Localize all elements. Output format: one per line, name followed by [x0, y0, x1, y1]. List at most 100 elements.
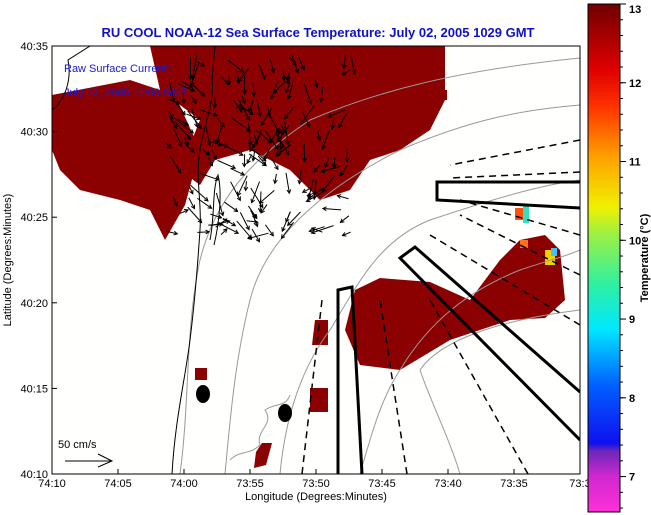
current-vector	[324, 157, 330, 169]
current-vector	[263, 147, 271, 161]
current-vector	[285, 212, 291, 223]
current-vector	[227, 146, 244, 156]
current-vector	[188, 57, 193, 81]
current-vector	[172, 196, 178, 207]
contour-line	[229, 394, 291, 461]
current-vector	[350, 55, 357, 75]
current-vector	[187, 206, 203, 224]
scale-arrow	[65, 453, 114, 468]
current-vector	[310, 225, 334, 235]
current-vector	[327, 109, 346, 118]
y-tick-label: 40:15	[20, 383, 48, 395]
current-vector	[272, 80, 286, 94]
current-vector	[319, 87, 324, 103]
current-vector	[239, 212, 250, 231]
bathymetry-contours	[179, 57, 580, 474]
colorbar-tick-label: 9	[629, 314, 635, 326]
colorbar-tick-label: 7	[629, 472, 635, 484]
current-vector	[320, 165, 340, 174]
dashed-line	[301, 299, 323, 474]
y-tick-label: 40:20	[20, 298, 48, 310]
current-vector	[274, 144, 292, 157]
y-tick-label: 40:35	[20, 41, 48, 53]
current-vector	[283, 107, 294, 120]
current-vector	[316, 129, 322, 142]
x-tick-label: 74:10	[38, 478, 66, 490]
colorbar-tick-label: 10	[629, 235, 641, 247]
current-vector	[196, 61, 206, 67]
current-vector	[282, 72, 291, 85]
current-vector	[250, 210, 257, 219]
current-vector	[236, 220, 253, 240]
current-vector	[210, 213, 223, 220]
current-vector	[205, 125, 212, 147]
current-vector	[165, 230, 179, 236]
current-vector	[258, 189, 275, 204]
current-vector	[302, 143, 307, 163]
current-vector	[199, 172, 220, 181]
current-vector	[291, 55, 300, 74]
y-tick-label: 40:25	[20, 212, 48, 224]
y-axis-label: Latitude (Degrees:Minutes)	[2, 194, 14, 327]
current-vector	[170, 156, 182, 174]
current-vector	[243, 181, 249, 192]
sst-pixel	[523, 205, 529, 223]
y-axis: 40:10 40:15 40:20 40:25 40:30 40:35	[20, 41, 57, 481]
sst-patch-southeast	[345, 235, 565, 370]
current-vector	[241, 95, 246, 105]
current-vector	[286, 211, 301, 227]
sst-patches	[52, 46, 565, 468]
current-vector	[264, 130, 279, 151]
current-vector	[215, 192, 225, 217]
sst-pixel	[551, 248, 557, 256]
current-vector	[251, 211, 259, 228]
current-vector	[302, 112, 311, 128]
sst-warm-pixels	[515, 205, 557, 265]
current-vector	[233, 99, 241, 110]
lane-east-box	[435, 180, 580, 210]
lane-south-box	[336, 285, 364, 474]
current-vector	[258, 64, 266, 80]
sst-patch-north	[150, 46, 445, 200]
current-vector	[278, 126, 286, 135]
contour-line	[224, 104, 580, 474]
current-vector	[174, 117, 195, 134]
y-tick-label: 40:10	[20, 469, 48, 481]
contour-line	[359, 249, 580, 474]
current-vector	[251, 228, 260, 243]
current-vector	[190, 184, 209, 202]
current-vector	[270, 156, 279, 171]
current-vector	[169, 116, 178, 130]
current-vector	[336, 194, 349, 200]
current-vector	[252, 129, 263, 149]
current-vector	[264, 224, 274, 237]
current-vector	[217, 159, 237, 170]
current-vector	[330, 116, 336, 130]
current-vector	[341, 231, 351, 237]
current-vector	[312, 179, 317, 201]
dashed-line	[459, 199, 580, 236]
current-vector	[188, 197, 196, 210]
current-vector	[250, 181, 261, 204]
current-vector	[230, 181, 241, 202]
current-vector	[247, 122, 253, 147]
coastline-raritan	[52, 46, 91, 111]
sst-pixel	[515, 208, 523, 220]
current-vector	[202, 149, 211, 156]
x-tick-label: 73:50	[302, 478, 330, 490]
current-vector	[176, 118, 190, 126]
sst-patch-small-3	[310, 388, 328, 412]
x-tick-label: 73:35	[500, 478, 528, 490]
dashed-lanes	[301, 139, 580, 474]
dashed-line	[449, 171, 580, 179]
current-vector	[174, 121, 192, 141]
current-vector	[338, 113, 347, 129]
current-vector	[255, 129, 273, 144]
current-vector	[298, 57, 305, 71]
current-vector	[220, 228, 228, 236]
current-vector	[277, 132, 283, 156]
current-vector	[308, 226, 325, 233]
current-vector	[175, 100, 186, 116]
x-tick-label: 73:40	[434, 478, 462, 490]
